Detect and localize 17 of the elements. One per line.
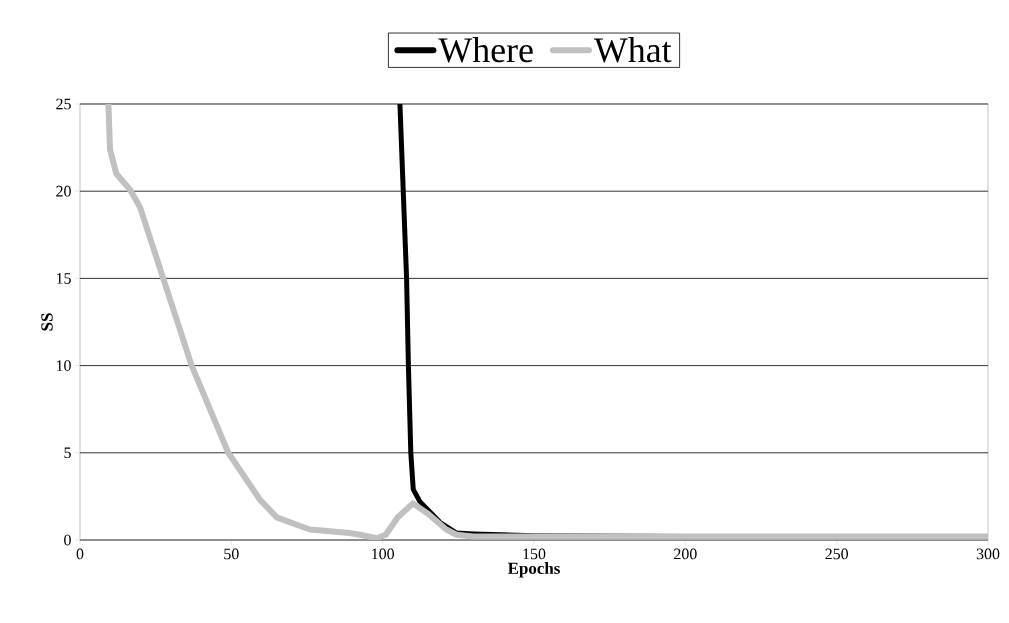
y-tick-label: 20 xyxy=(56,185,71,197)
y-tick-label: 0 xyxy=(64,534,71,546)
x-tick-label: 50 xyxy=(224,548,239,560)
x-tick-label: 100 xyxy=(372,548,395,560)
y-tick-label: 25 xyxy=(56,98,71,110)
x-tick-label: 250 xyxy=(825,548,849,560)
legend-label: What xyxy=(593,37,672,63)
x-tick-label: 150 xyxy=(523,548,546,560)
y-tick-label: 10 xyxy=(56,360,71,371)
x-tick-label: 200 xyxy=(674,548,697,560)
x-tick-label: 300 xyxy=(976,548,1000,560)
x-axis-title: Epochs xyxy=(507,562,560,578)
legend-label: Where xyxy=(438,37,533,63)
y-tick-label: 15 xyxy=(56,273,71,284)
x-tick-label: 0 xyxy=(76,548,84,560)
y-tick-label: 5 xyxy=(64,447,71,459)
y-axis-title: SS xyxy=(41,313,53,331)
